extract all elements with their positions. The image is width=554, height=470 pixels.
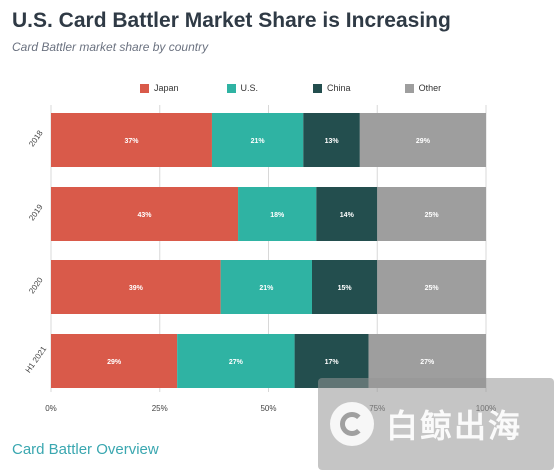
bar-segment bbox=[51, 260, 221, 314]
y-category-label: 2020 bbox=[27, 275, 45, 295]
chart-subtitle: Card Battler market share by country bbox=[12, 40, 209, 54]
bar-segment bbox=[51, 113, 212, 167]
bar-segment bbox=[177, 334, 295, 388]
bar-segment bbox=[220, 260, 312, 314]
bar-value-label: 15% bbox=[338, 285, 353, 292]
card-battler-overview-link[interactable]: Card Battler Overview bbox=[12, 441, 159, 458]
x-tick-label: 50% bbox=[260, 404, 276, 413]
watermark: 白鲸出海 bbox=[318, 378, 554, 470]
bar-segment bbox=[211, 113, 304, 167]
bar-segment bbox=[51, 187, 239, 241]
bar-value-label: 27% bbox=[420, 359, 435, 366]
bar-segment bbox=[377, 187, 486, 241]
bar-segment bbox=[377, 260, 486, 314]
bar-segment bbox=[51, 334, 178, 388]
watermark-text: 白鲸出海 bbox=[386, 408, 523, 444]
bar-value-label: 29% bbox=[107, 359, 122, 366]
bar-value-label: 43% bbox=[138, 212, 153, 219]
legend: Japan U.S. China Other bbox=[140, 83, 441, 93]
legend-label: Other bbox=[418, 83, 442, 93]
legend-label: China bbox=[327, 83, 351, 93]
y-category-label: 2019 bbox=[27, 202, 45, 222]
bar-value-label: 27% bbox=[229, 359, 244, 366]
bar-value-label: 14% bbox=[340, 212, 355, 219]
bar-value-label: 25% bbox=[425, 285, 440, 292]
bar-value-label: 37% bbox=[124, 138, 139, 145]
legend-swatch bbox=[313, 83, 323, 93]
legend-item-china: China bbox=[313, 83, 351, 93]
legend-label: Japan bbox=[154, 83, 179, 93]
x-tick-label: 25% bbox=[152, 404, 168, 413]
bar-value-label: 25% bbox=[425, 212, 440, 219]
y-category-label: H1 2021 bbox=[24, 344, 49, 374]
bar-value-label: 17% bbox=[325, 359, 340, 366]
bar-value-label: 21% bbox=[259, 285, 274, 292]
legend-swatch bbox=[404, 83, 414, 93]
legend-swatch bbox=[140, 83, 149, 93]
bar-value-label: 29% bbox=[416, 138, 431, 145]
legend-item-other: Other bbox=[404, 83, 442, 93]
watermark-logo-icon bbox=[330, 402, 374, 446]
x-tick-label: 0% bbox=[45, 404, 57, 413]
bar-value-label: 39% bbox=[129, 285, 144, 292]
bar-segment bbox=[238, 187, 317, 241]
chart-title: U.S. Card Battler Market Share is Increa… bbox=[12, 9, 451, 32]
legend-label: U.S. bbox=[240, 83, 259, 93]
bar-segment bbox=[303, 113, 360, 167]
legend-swatch bbox=[226, 83, 236, 93]
bar-value-label: 21% bbox=[251, 138, 266, 145]
bar-value-label: 13% bbox=[325, 138, 340, 145]
legend-item-us: U.S. bbox=[226, 83, 259, 93]
bar-value-label: 18% bbox=[270, 212, 285, 219]
bar-segment bbox=[312, 260, 378, 314]
y-category-label: 2018 bbox=[27, 128, 45, 148]
legend-item-japan: Japan bbox=[140, 83, 179, 93]
bar-segment bbox=[316, 187, 378, 241]
bar-segment bbox=[359, 113, 486, 167]
